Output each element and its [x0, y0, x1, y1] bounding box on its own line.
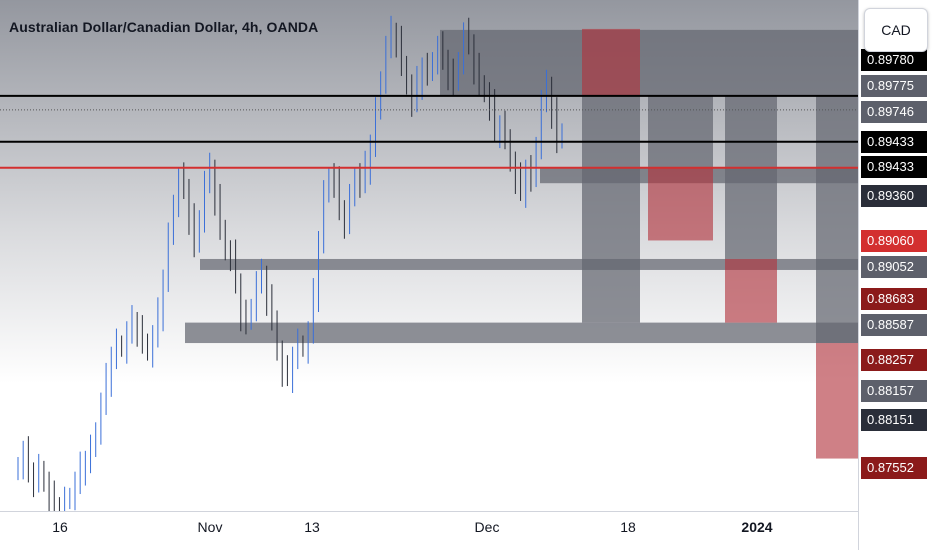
- zone-projection-5: [582, 95, 640, 323]
- zone-projection-9: [725, 258, 777, 323]
- currency-button[interactable]: CAD: [864, 8, 928, 52]
- price-label: 0.89052: [861, 256, 927, 278]
- time-label-16: 16: [52, 519, 68, 535]
- zone-projection-11: [816, 343, 858, 459]
- time-label-nov: Nov: [197, 519, 223, 535]
- price-label: 0.89746: [861, 101, 927, 123]
- price-label: 0.88157: [861, 380, 927, 402]
- time-axis[interactable]: [0, 511, 858, 550]
- zone-supply-0: [440, 29, 858, 96]
- time-label-18: 18: [620, 519, 636, 535]
- price-label: 0.88257: [861, 349, 927, 371]
- zone-demand-3: [185, 322, 858, 344]
- zone-projection-10: [816, 95, 858, 344]
- zone-level-2: [200, 258, 858, 270]
- zone-projection-8: [725, 95, 777, 259]
- price-label: 0.88683: [861, 288, 927, 310]
- zone-projection-7: [648, 167, 713, 241]
- chart-plot-area[interactable]: [0, 0, 858, 511]
- price-label: 0.89433: [861, 156, 927, 178]
- price-label: 0.89780: [861, 49, 927, 71]
- price-label: 0.88151: [861, 409, 927, 431]
- time-label-dec: Dec: [474, 519, 500, 535]
- chart-svg[interactable]: [0, 0, 858, 511]
- price-label: 0.87552: [861, 457, 927, 479]
- zone-projection-4: [582, 28, 640, 96]
- price-label: 0.89775: [861, 75, 927, 97]
- time-label-2024: 2024: [741, 519, 773, 535]
- time-label-13: 13: [304, 519, 320, 535]
- price-label: 0.89433: [861, 131, 927, 153]
- price-label: 0.89360: [861, 185, 927, 207]
- chart-title: Australian Dollar/Canadian Dollar, 4h, O…: [9, 19, 319, 35]
- price-label: 0.89060: [861, 230, 927, 252]
- zone-projection-6: [648, 95, 713, 168]
- price-label: 0.88587: [861, 314, 927, 336]
